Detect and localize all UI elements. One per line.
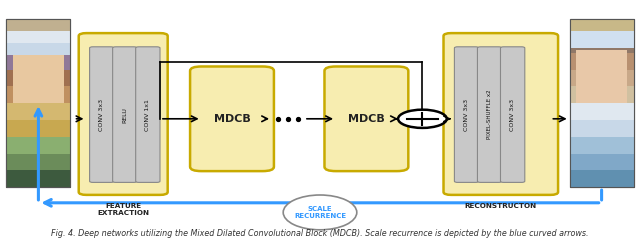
Bar (6, 103, 70, 120)
Text: FEATURE
EXTRACTION: FEATURE EXTRACTION (97, 203, 149, 216)
FancyBboxPatch shape (190, 66, 274, 171)
FancyBboxPatch shape (454, 47, 479, 182)
Bar (6, 19, 70, 36)
Text: SCALE
RECURRENCE: SCALE RECURRENCE (294, 206, 346, 219)
Bar (6, 70, 70, 86)
Bar (570, 19, 634, 187)
Bar (6, 19, 70, 31)
Text: MDCB: MDCB (348, 114, 385, 124)
Bar (6, 19, 70, 187)
Bar (6, 120, 70, 137)
Text: CONV 3x3: CONV 3x3 (99, 99, 104, 131)
Bar (6, 154, 70, 170)
FancyBboxPatch shape (500, 47, 525, 182)
FancyBboxPatch shape (444, 33, 558, 195)
Text: RELU: RELU (122, 107, 127, 123)
FancyBboxPatch shape (79, 33, 168, 195)
Bar (570, 86, 634, 103)
Bar (13, 50, 64, 103)
FancyBboxPatch shape (136, 47, 160, 182)
FancyBboxPatch shape (477, 47, 502, 182)
Text: Fig. 4. Deep networks utilizing the Mixed Dilated Convolutional Block (MDCB). Sc: Fig. 4. Deep networks utilizing the Mixe… (51, 228, 589, 238)
Bar (570, 103, 634, 120)
FancyBboxPatch shape (113, 47, 137, 182)
Bar (6, 19, 70, 55)
Bar (570, 53, 634, 70)
Bar (570, 70, 634, 86)
Text: CONV 3x3: CONV 3x3 (464, 99, 469, 131)
Text: PIXEL-SHUFFLE x2: PIXEL-SHUFFLE x2 (487, 90, 492, 139)
Bar (570, 154, 634, 170)
Bar (6, 19, 70, 187)
Bar (570, 19, 634, 36)
Bar (576, 50, 627, 103)
Bar (6, 170, 70, 187)
Text: CONV 1x1: CONV 1x1 (145, 99, 150, 131)
Text: MDCB: MDCB (214, 114, 250, 124)
Bar (570, 19, 634, 187)
FancyBboxPatch shape (90, 47, 114, 182)
Bar (570, 19, 634, 48)
Bar (6, 19, 70, 43)
Bar (6, 137, 70, 154)
FancyBboxPatch shape (324, 66, 408, 171)
Bar (570, 19, 634, 31)
Bar (570, 170, 634, 187)
Bar (6, 53, 70, 70)
Bar (6, 86, 70, 103)
Bar (6, 36, 70, 53)
Bar (570, 36, 634, 53)
Bar (570, 120, 634, 137)
Ellipse shape (283, 195, 357, 230)
Bar (570, 137, 634, 154)
Text: CONV 3x3: CONV 3x3 (510, 99, 515, 131)
Text: RECONSTRUCTON: RECONSTRUCTON (465, 203, 537, 209)
Circle shape (398, 110, 447, 128)
